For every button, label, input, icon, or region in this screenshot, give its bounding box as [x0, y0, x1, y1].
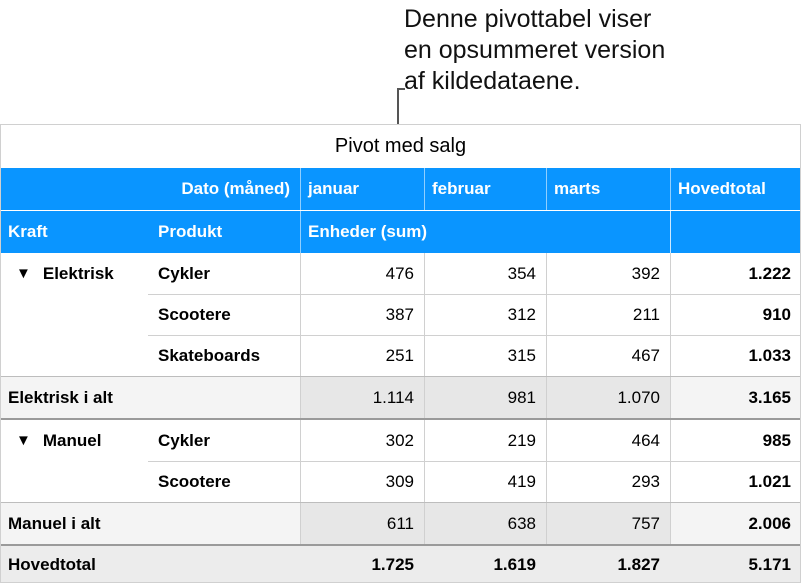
- value-cell[interactable]: 312: [507, 304, 536, 324]
- row-total-cell[interactable]: 910: [762, 304, 791, 324]
- header-month-1[interactable]: februar: [432, 179, 491, 198]
- subtotal-value-cell[interactable]: 1.114: [372, 387, 414, 407]
- table-gridline: [0, 124, 801, 125]
- row-total-cell[interactable]: 1.033: [748, 345, 791, 365]
- subtotal-value-cell[interactable]: 981: [507, 387, 536, 407]
- value-cell[interactable]: 354: [507, 263, 536, 283]
- table-gridline: [670, 211, 671, 253]
- row-total-cell[interactable]: 1.222: [748, 263, 791, 283]
- value-cell[interactable]: 464: [631, 430, 660, 450]
- table-gridline: [0, 502, 801, 503]
- table-gridline: [424, 253, 425, 376]
- table-gridline: [0, 376, 801, 377]
- header-month-0[interactable]: januar: [308, 179, 360, 198]
- grand-total-value-cell[interactable]: 1.619: [493, 554, 536, 574]
- table-gridline: [546, 503, 547, 544]
- value-cell[interactable]: 219: [507, 430, 536, 450]
- subtotal-value-cell[interactable]: 611: [386, 513, 414, 533]
- table-gridline: [670, 253, 671, 376]
- value-cell[interactable]: 419: [507, 471, 536, 491]
- table-gridline: [670, 503, 671, 544]
- row-total-cell[interactable]: 985: [762, 430, 791, 450]
- header-date-month[interactable]: Dato (måned): [181, 179, 290, 198]
- table-gridline: [148, 461, 801, 462]
- table-gridline: [148, 294, 801, 295]
- header-grand-total[interactable]: Hovedtotal: [678, 179, 766, 198]
- table-gridline: [300, 211, 301, 253]
- table-gridline: [300, 253, 301, 376]
- table-gridline: [0, 124, 1, 583]
- callout-leader-tick: [397, 88, 405, 90]
- table-title[interactable]: Pivot med salg: [334, 134, 467, 157]
- product-label[interactable]: Cykler: [158, 263, 210, 283]
- pivot-table[interactable]: Pivot med salg Dato (måned) januar februar m…: [0, 124, 801, 583]
- table-gridline: [300, 377, 301, 418]
- product-label[interactable]: Scootere: [158, 304, 231, 324]
- group-label-0[interactable]: ▼ Elektrisk: [0, 253, 148, 294]
- table-gridline: [670, 420, 671, 502]
- subtotal-label[interactable]: Manuel i alt: [8, 513, 101, 533]
- value-cell[interactable]: 392: [631, 263, 660, 283]
- grand-total-value-cell[interactable]: 1.725: [371, 554, 414, 574]
- subtotal-label[interactable]: Elektrisk i alt: [8, 387, 113, 407]
- value-cell[interactable]: 387: [385, 304, 414, 324]
- value-cell[interactable]: 315: [507, 345, 536, 365]
- table-gridline: [0, 544, 801, 546]
- table-gridline: [546, 420, 547, 502]
- callout-line-1: Denne pivottabel viser: [404, 5, 652, 33]
- disclosure-triangle-icon[interactable]: ▼: [16, 265, 31, 282]
- subtotal-total-cell[interactable]: 2.006: [748, 513, 791, 533]
- callout-line-2: en opsummeret version: [404, 36, 666, 64]
- table-gridline: [424, 377, 425, 418]
- grand-total-total-cell[interactable]: 5.171: [748, 554, 791, 574]
- table-gridline: [0, 210, 801, 211]
- table-gridline: [0, 418, 801, 420]
- product-label[interactable]: Cykler: [158, 430, 210, 450]
- grand-total-label[interactable]: Hovedtotal: [8, 554, 96, 574]
- table-gridline: [424, 168, 425, 210]
- callout-leader-line: [397, 88, 399, 124]
- subtotal-value-cell[interactable]: 638: [507, 513, 536, 533]
- header-row-fields: [0, 211, 801, 253]
- group-label-1[interactable]: ▼ Manuel: [0, 420, 148, 461]
- header-measure[interactable]: Enheder (sum): [308, 222, 428, 241]
- table-gridline: [300, 503, 301, 544]
- row-total-cell[interactable]: 1.021: [748, 471, 791, 491]
- subtotal-values-bg: [300, 503, 670, 544]
- table-gridline: [670, 168, 671, 210]
- subtotal-value-cell[interactable]: 1.070: [617, 387, 660, 407]
- disclosure-triangle-icon[interactable]: ▼: [16, 432, 31, 449]
- table-gridline: [546, 253, 547, 376]
- table-gridline: [546, 168, 547, 210]
- subtotal-total-cell[interactable]: 3.165: [748, 387, 791, 407]
- value-cell[interactable]: 293: [631, 471, 660, 491]
- subtotal-value-cell[interactable]: 757: [631, 513, 660, 533]
- table-gridline: [300, 168, 301, 210]
- table-gridline: [670, 377, 671, 418]
- table-gridline: [300, 420, 301, 502]
- table-gridline: [424, 503, 425, 544]
- value-cell[interactable]: 476: [385, 263, 414, 283]
- value-cell[interactable]: 211: [632, 304, 660, 324]
- header-row-months: [0, 168, 801, 210]
- grand-total-row-bg: [0, 546, 801, 583]
- table-gridline: [148, 335, 801, 336]
- callout-line-3: af kildedataene.: [404, 67, 581, 95]
- value-cell[interactable]: 251: [385, 345, 414, 365]
- header-produkt[interactable]: Produkt: [158, 222, 223, 241]
- value-cell[interactable]: 302: [385, 430, 414, 450]
- grand-total-value-cell[interactable]: 1.827: [617, 554, 660, 574]
- header-month-2[interactable]: marts: [554, 179, 601, 198]
- callout-text: Denne pivottabel viser en opsummeret ver…: [404, 4, 665, 97]
- table-gridline: [546, 377, 547, 418]
- table-gridline: [424, 420, 425, 502]
- product-label[interactable]: Skateboards: [158, 345, 261, 365]
- value-cell[interactable]: 309: [385, 471, 414, 491]
- group-name: Manuel: [42, 430, 102, 450]
- group-name: Elektrisk: [42, 263, 114, 283]
- product-label[interactable]: Scootere: [158, 471, 231, 491]
- value-cell[interactable]: 467: [631, 345, 660, 365]
- header-kraft[interactable]: Kraft: [8, 222, 48, 241]
- subtotal-values-bg: [300, 377, 670, 418]
